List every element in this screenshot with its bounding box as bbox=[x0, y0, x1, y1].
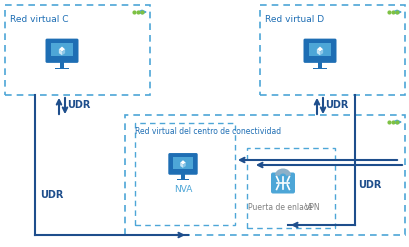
Bar bbox=[60, 61, 64, 68]
Bar bbox=[55, 68, 69, 69]
Polygon shape bbox=[180, 163, 182, 168]
FancyBboxPatch shape bbox=[270, 172, 294, 193]
Polygon shape bbox=[316, 46, 322, 51]
Bar bbox=[5, 5, 150, 95]
Polygon shape bbox=[182, 163, 185, 168]
Text: UDR: UDR bbox=[40, 190, 63, 200]
Text: Red virtual C: Red virtual C bbox=[10, 15, 68, 24]
Polygon shape bbox=[59, 46, 65, 51]
FancyBboxPatch shape bbox=[303, 39, 336, 63]
Text: UDR: UDR bbox=[324, 100, 348, 110]
Bar bbox=[312, 68, 326, 69]
Text: VPN: VPN bbox=[304, 203, 320, 212]
Bar bbox=[135, 123, 234, 225]
Bar bbox=[125, 115, 404, 235]
Bar bbox=[51, 42, 73, 56]
Polygon shape bbox=[62, 49, 65, 55]
Text: UDR: UDR bbox=[67, 100, 90, 110]
Text: Red virtual del centro de conectividad: Red virtual del centro de conectividad bbox=[135, 127, 281, 136]
Text: UDR: UDR bbox=[357, 180, 380, 190]
FancyBboxPatch shape bbox=[168, 153, 197, 175]
Bar bbox=[317, 61, 321, 68]
Polygon shape bbox=[316, 49, 319, 55]
Bar bbox=[259, 5, 404, 95]
Text: Red virtual D: Red virtual D bbox=[264, 15, 324, 24]
Bar bbox=[173, 157, 192, 169]
Text: NVA: NVA bbox=[173, 185, 192, 194]
Bar bbox=[181, 173, 184, 179]
FancyBboxPatch shape bbox=[45, 39, 78, 63]
Polygon shape bbox=[59, 49, 62, 55]
Bar bbox=[308, 42, 330, 56]
Polygon shape bbox=[319, 49, 322, 55]
Bar bbox=[246, 148, 334, 228]
Polygon shape bbox=[180, 160, 185, 165]
Text: Puerta de enlace: Puerta de enlace bbox=[247, 203, 312, 212]
Bar bbox=[177, 179, 189, 180]
